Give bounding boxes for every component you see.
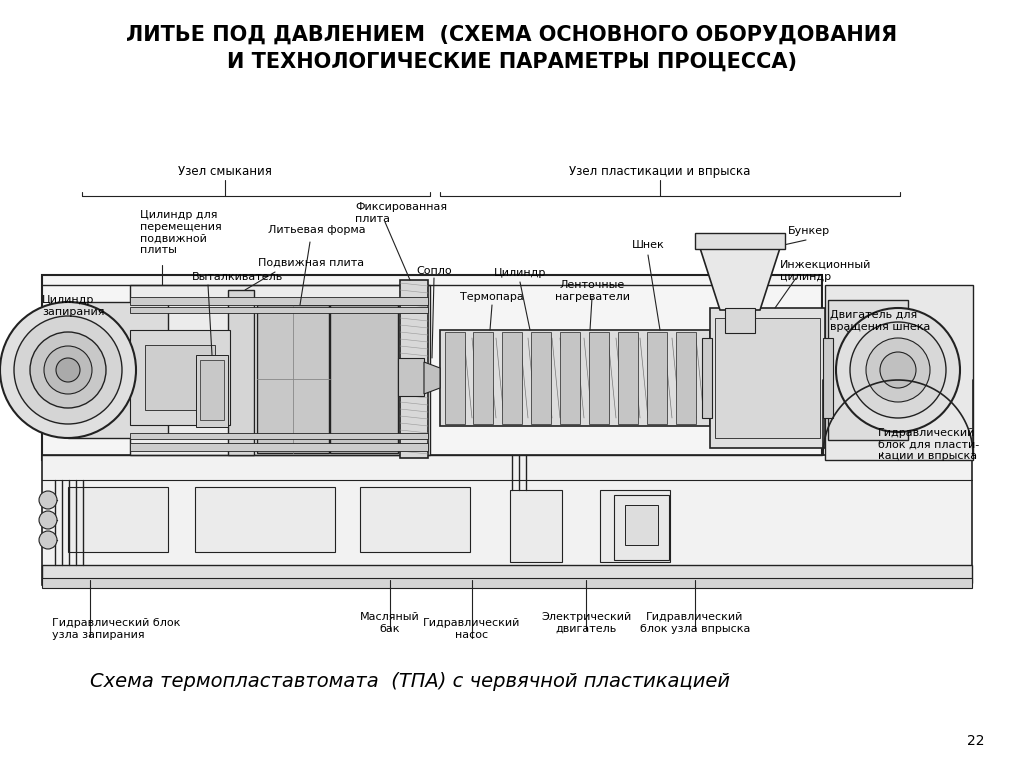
Polygon shape bbox=[424, 362, 440, 394]
Bar bbox=[228, 290, 254, 455]
Text: Электрический
двигатель: Электрический двигатель bbox=[541, 612, 631, 634]
Bar bbox=[715, 318, 820, 438]
Bar bbox=[42, 565, 972, 583]
Text: Схема термопластавтомата  (ТПА) с червячной пластикацией: Схема термопластавтомата (ТПА) с червячн… bbox=[90, 672, 730, 691]
Text: Узел пластикации и впрыска: Узел пластикации и впрыска bbox=[569, 165, 751, 178]
Text: Масляный
бак: Масляный бак bbox=[360, 612, 420, 634]
Bar bbox=[68, 302, 168, 438]
Bar bbox=[502, 332, 522, 424]
Circle shape bbox=[866, 338, 930, 402]
Text: Гидравлический
насос: Гидравлический насос bbox=[423, 618, 520, 640]
Bar bbox=[440, 330, 710, 426]
Text: Фиксированная
плита: Фиксированная плита bbox=[355, 202, 447, 224]
Text: Подвижная плита: Подвижная плита bbox=[258, 258, 365, 268]
Circle shape bbox=[44, 346, 92, 394]
Bar bbox=[510, 490, 562, 562]
Text: Узел смыкания: Узел смыкания bbox=[178, 165, 272, 178]
Circle shape bbox=[850, 322, 946, 418]
Bar bbox=[702, 338, 712, 418]
Text: 22: 22 bbox=[968, 734, 985, 748]
Text: Гидравлический блок
узла запирания: Гидравлический блок узла запирания bbox=[52, 618, 180, 640]
Circle shape bbox=[880, 352, 916, 388]
Text: Цилиндр: Цилиндр bbox=[494, 268, 546, 278]
Text: Сопло: Сопло bbox=[416, 266, 452, 276]
Circle shape bbox=[30, 332, 106, 408]
Text: Литьевая форма: Литьевая форма bbox=[268, 225, 366, 235]
Text: Гидравлический
блок для пласти-
кации и впрыска: Гидравлический блок для пласти- кации и … bbox=[878, 428, 979, 461]
Text: Гидравлический
блок узла впрыска: Гидравлический блок узла впрыска bbox=[640, 612, 751, 634]
Bar bbox=[825, 285, 973, 460]
Bar bbox=[330, 305, 398, 453]
Text: Бункер: Бункер bbox=[788, 226, 830, 236]
Bar bbox=[42, 275, 822, 460]
Bar bbox=[400, 280, 428, 458]
Circle shape bbox=[14, 316, 122, 424]
Bar bbox=[531, 332, 551, 424]
Bar bbox=[130, 297, 428, 305]
Bar bbox=[445, 332, 465, 424]
Text: Инжекционный
цилиндр: Инжекционный цилиндр bbox=[780, 260, 871, 281]
Bar bbox=[614, 495, 669, 560]
Bar bbox=[823, 338, 833, 418]
Bar bbox=[130, 443, 428, 451]
Bar bbox=[68, 487, 168, 552]
Bar bbox=[695, 233, 785, 249]
Bar bbox=[828, 300, 908, 440]
Bar bbox=[195, 487, 335, 552]
Polygon shape bbox=[700, 248, 780, 310]
Bar bbox=[618, 332, 638, 424]
Text: Ленточные
нагреватели: Ленточные нагреватели bbox=[555, 280, 630, 301]
Bar bbox=[725, 308, 755, 333]
Circle shape bbox=[39, 491, 57, 509]
Circle shape bbox=[39, 511, 57, 529]
Circle shape bbox=[836, 308, 961, 432]
Bar bbox=[473, 332, 493, 424]
Bar bbox=[710, 308, 825, 448]
Text: Выталкиватель: Выталкиватель bbox=[193, 272, 284, 282]
Bar bbox=[257, 305, 329, 453]
Bar bbox=[398, 358, 424, 396]
Bar bbox=[196, 355, 228, 427]
Bar bbox=[145, 345, 215, 410]
Bar bbox=[625, 505, 658, 545]
Bar bbox=[647, 332, 667, 424]
Bar bbox=[42, 578, 972, 588]
Text: Цилиндр для
перемещения
подвижной
плиты: Цилиндр для перемещения подвижной плиты bbox=[140, 210, 222, 255]
Bar bbox=[600, 490, 670, 562]
Bar bbox=[130, 330, 230, 425]
Bar bbox=[130, 285, 430, 455]
Circle shape bbox=[56, 358, 80, 382]
Text: Цилиндр
запирания: Цилиндр запирания bbox=[42, 295, 104, 317]
Bar bbox=[130, 307, 428, 313]
Bar bbox=[130, 433, 428, 439]
Text: И ТЕХНОЛОГИЧЕСКИЕ ПАРАМЕТРЫ ПРОЦЕССА): И ТЕХНОЛОГИЧЕСКИЕ ПАРАМЕТРЫ ПРОЦЕССА) bbox=[227, 52, 797, 72]
Bar bbox=[200, 360, 224, 420]
Bar bbox=[589, 332, 609, 424]
Circle shape bbox=[0, 302, 136, 438]
Text: Двигатель для
вращения шнека: Двигатель для вращения шнека bbox=[830, 310, 931, 331]
Bar bbox=[42, 455, 972, 585]
Text: Шнек: Шнек bbox=[632, 240, 665, 250]
Circle shape bbox=[39, 531, 57, 549]
Bar bbox=[676, 332, 696, 424]
Bar bbox=[360, 487, 470, 552]
Bar bbox=[560, 332, 580, 424]
Text: Термопара: Термопара bbox=[460, 292, 524, 302]
Text: ЛИТЬЕ ПОД ДАВЛЕНИЕМ  (СХЕМА ОСНОВНОГО ОБОРУДОВАНИЯ: ЛИТЬЕ ПОД ДАВЛЕНИЕМ (СХЕМА ОСНОВНОГО ОБО… bbox=[126, 25, 898, 45]
